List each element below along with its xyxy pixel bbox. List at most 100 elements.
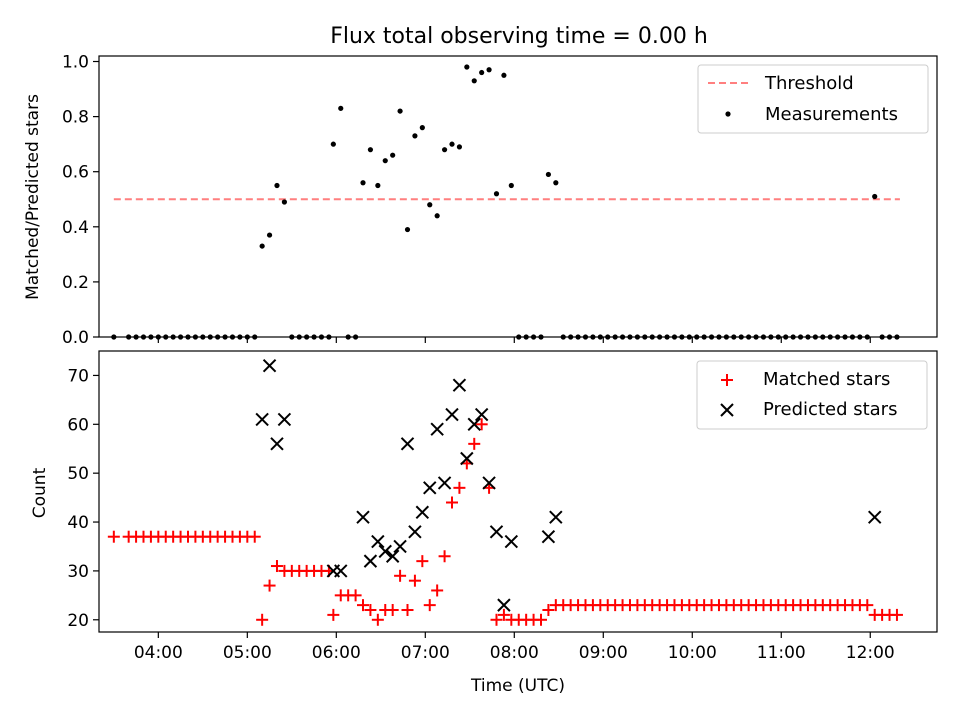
measurement-point (330, 141, 336, 147)
matched-star-point (861, 599, 874, 612)
measurement-point (367, 147, 374, 153)
matched-star-point (431, 584, 444, 597)
predicted-star-point (400, 437, 415, 451)
bottom-y-axis-label: Count (30, 467, 50, 518)
x-tick-label: 06:00 (312, 643, 361, 663)
matched-star-point (438, 550, 451, 563)
measurement-point (338, 105, 344, 111)
bottom-y-tick-label: 50 (67, 464, 89, 484)
matched-star-point (349, 589, 362, 602)
x-tick-label: 07:00 (401, 643, 450, 663)
predicted-star-point (541, 529, 556, 544)
measurement-point (419, 125, 425, 131)
predicted-star-point (867, 510, 882, 524)
predicted-star-point (262, 358, 277, 373)
matched-star-point (357, 599, 370, 612)
matched-star-point (890, 608, 903, 621)
matched-stars-series (107, 418, 903, 626)
bottom-x-ticks: 04:00 05:00 06:00 07:00 08:00 09:00 10:00 11:00… (134, 632, 895, 663)
top-legend: Threshold Measurements (697, 64, 929, 134)
predicted-star-point (415, 505, 430, 519)
predicted-star-point (408, 525, 422, 539)
bottom-legend: Matched stars Predicted stars (696, 360, 928, 430)
top-y-tick-label: 0.6 (62, 163, 89, 183)
predicted-legend-swatch (720, 403, 734, 417)
measurement-point (471, 78, 477, 84)
measurement-point (508, 182, 514, 189)
predicted-stars-series (255, 358, 882, 612)
bottom-y-tick-label: 60 (67, 415, 89, 435)
x-tick-label: 04:00 (134, 643, 183, 663)
predicted-star-point (393, 539, 407, 554)
matched-star-point (408, 574, 421, 587)
x-axis-label: Time (UTC) (470, 676, 565, 696)
predicted-star-point (334, 564, 348, 578)
matched-star-point (248, 530, 261, 543)
predicted-star-point (452, 378, 467, 392)
measurement-point (412, 133, 418, 139)
measurement-point (501, 72, 507, 78)
x-tick-label: 08:00 (490, 643, 539, 663)
x-tick-label: 10:00 (668, 643, 717, 663)
matched-star-point (107, 530, 120, 543)
matched-star-point (394, 569, 407, 582)
predicted-star-point (277, 412, 292, 427)
top-y-tick-label: 0.8 (62, 108, 89, 128)
predicted-star-point (363, 554, 378, 568)
matched-star-point (453, 481, 466, 494)
measurement-point (274, 182, 280, 189)
matched-star-point (468, 437, 481, 450)
matched-star-point (416, 555, 429, 568)
matched-star-point (386, 604, 399, 617)
predicted-star-point (467, 417, 481, 432)
top-y-tick-label: 1.0 (62, 53, 89, 73)
matched-star-point (490, 613, 503, 626)
predicted-star-point (430, 422, 444, 436)
measurement-point (397, 108, 403, 114)
measurement-point (872, 193, 878, 200)
matched-legend-label: Matched stars (763, 369, 890, 390)
predicted-star-point (437, 476, 452, 490)
predicted-star-point (356, 510, 370, 524)
predicted-star-point (474, 407, 489, 422)
bottom-y-tick-label: 20 (67, 611, 89, 631)
measurement-point (404, 226, 411, 233)
predicted-star-point (460, 451, 474, 466)
top-panel: Matched/Predicted stars 0.0 0.2 0.4 0.6 0.8 1… (23, 53, 938, 348)
x-tick-label: 12:00 (846, 643, 895, 663)
top-y-tick-label: 0.0 (62, 328, 89, 348)
predicted-star-point (270, 437, 284, 451)
measurement-point (456, 144, 463, 150)
bottom-legend-box (696, 360, 928, 430)
matched-star-point (371, 613, 384, 626)
predicted-star-point (371, 534, 385, 549)
matched-star-point (364, 604, 377, 617)
matched-star-point (423, 599, 436, 612)
predicted-star-point (482, 476, 496, 490)
measurement-point (464, 64, 470, 70)
measurement-point (360, 180, 366, 186)
measurement-point (449, 141, 455, 147)
matched-star-point (327, 608, 340, 621)
measurement-point (266, 232, 273, 238)
matched-star-point (534, 613, 547, 626)
bottom-y-tick-label: 40 (67, 513, 89, 533)
measurement-point (390, 152, 396, 158)
bottom-plot-frame (98, 350, 938, 633)
matched-star-point (256, 613, 269, 626)
measurement-point (493, 191, 500, 197)
bottom-y-tick-label: 30 (67, 562, 89, 582)
predicted-star-point (549, 510, 563, 524)
measurement-point (553, 180, 559, 186)
measurement-point (545, 171, 552, 178)
predicted-star-point (504, 534, 519, 549)
predicted-star-point (423, 481, 437, 495)
bottom-y-tick-label: 70 (67, 366, 89, 386)
measurements-legend-label: Measurements (765, 104, 898, 125)
top-y-ticks: 0.0 0.2 0.4 0.6 0.8 1.0 (62, 53, 99, 348)
measurement-point (382, 158, 388, 164)
bottom-panel: Count Time (UTC) 20 30 40 50 60 70 04:00 05:00… (30, 350, 938, 696)
measurement-point (281, 199, 287, 205)
measurements-legend-swatch (725, 111, 731, 117)
matched-star-point (270, 560, 283, 573)
